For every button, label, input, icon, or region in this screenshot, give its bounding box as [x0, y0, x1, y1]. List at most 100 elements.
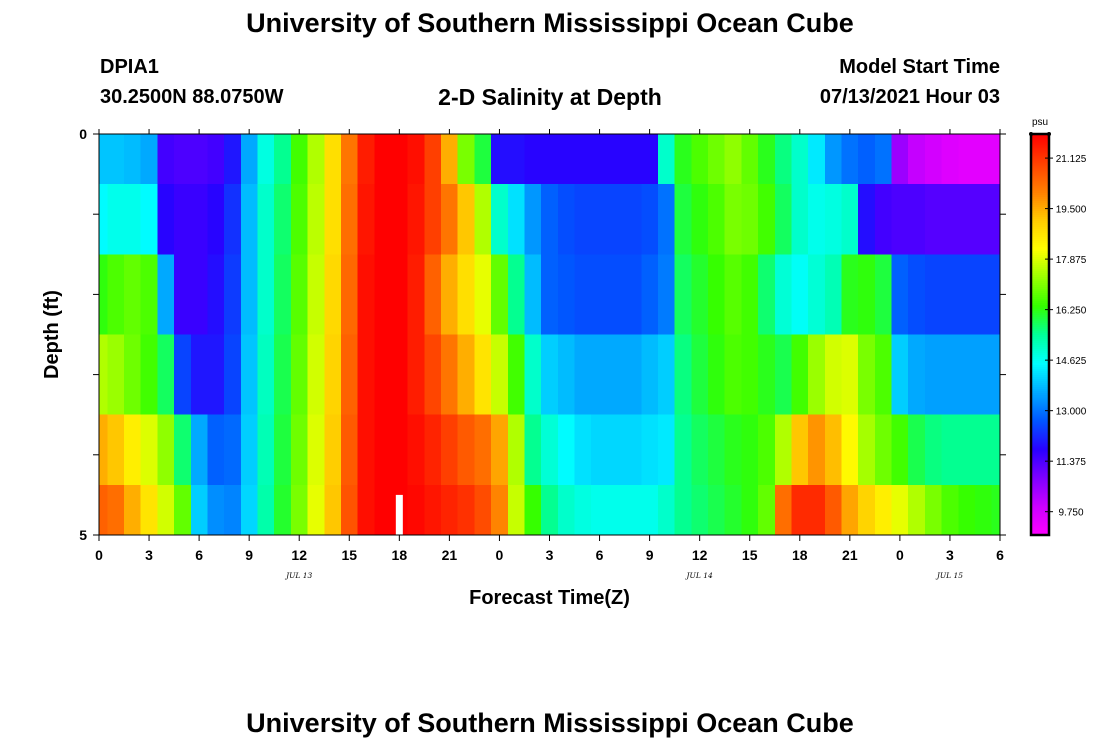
- heatmap-cell: [874, 184, 893, 255]
- heatmap-cell: [407, 484, 425, 536]
- heatmap-cell: [841, 414, 859, 486]
- chart-title: 2-D Salinity at Depth: [438, 84, 662, 110]
- colorbar-segment: [1031, 148, 1049, 151]
- heatmap-cell: [374, 484, 392, 536]
- heatmap-cell: [691, 134, 709, 185]
- heatmap-cell: [774, 484, 793, 536]
- colorbar-segment: [1031, 156, 1049, 159]
- heatmap-cell: [324, 184, 342, 255]
- heatmap-cell: [858, 254, 876, 336]
- heatmap-cell: [457, 414, 476, 486]
- colorbar-segment: [1031, 230, 1049, 233]
- heatmap-cell: [958, 134, 976, 185]
- colorbar-segment: [1031, 478, 1049, 482]
- colorbar-segment: [1031, 322, 1049, 326]
- heatmap-cell: [758, 334, 776, 416]
- heatmap-cell: [524, 484, 542, 536]
- heatmap-cell: [908, 414, 926, 486]
- colorbar-segment: [1031, 294, 1049, 297]
- heatmap-cell: [924, 254, 943, 336]
- heatmap-cell: [708, 254, 726, 336]
- colorbar-segment: [1031, 468, 1049, 472]
- heatmap-cell: [324, 484, 342, 536]
- heatmap-cell: [841, 254, 859, 336]
- colorbar-segment: [1031, 274, 1049, 277]
- colorbar-segment: [1031, 442, 1049, 446]
- heatmap-cell: [374, 414, 392, 486]
- colorbar-segment: [1031, 304, 1049, 308]
- heatmap-cell: [124, 484, 142, 536]
- colorbar-segment: [1031, 364, 1049, 368]
- colorbar-segment: [1031, 492, 1049, 496]
- colorbar-segment: [1031, 496, 1049, 500]
- heatmap-cell: [457, 334, 476, 416]
- heatmap-cell: [941, 184, 959, 255]
- heatmap-cell: [607, 134, 626, 185]
- colorbar-tick-label: 19.500: [1056, 205, 1087, 216]
- heatmap-cell: [357, 134, 375, 185]
- heatmap-cell: [140, 184, 158, 255]
- heatmap-cell: [824, 134, 843, 185]
- heatmap-cell: [307, 254, 325, 336]
- heatmap-cell: [99, 134, 108, 185]
- x-tick-label: 0: [95, 547, 103, 563]
- heatmap-cell: [224, 334, 242, 416]
- colorbar-segment: [1031, 166, 1049, 169]
- colorbar-segment: [1031, 388, 1049, 392]
- heatmap-cell: [390, 414, 409, 486]
- heatmap-cell: [657, 134, 676, 185]
- heatmap-cell: [190, 134, 209, 185]
- heatmap-cell: [841, 484, 859, 536]
- heatmap-cell: [357, 334, 375, 416]
- colorbar-segment: [1031, 378, 1049, 382]
- heatmap-cell: [891, 184, 909, 255]
- heatmap-cell: [624, 484, 642, 536]
- heatmap-cell: [991, 184, 1001, 255]
- heatmap-cell: [624, 414, 642, 486]
- heatmap-cell: [908, 334, 926, 416]
- heatmap-cell: [924, 334, 943, 416]
- heatmap-cell: [858, 134, 876, 185]
- heatmap-cell: [891, 254, 909, 336]
- colorbar-segment: [1031, 498, 1049, 502]
- colorbar-segment: [1031, 504, 1049, 508]
- colorbar-segment: [1031, 242, 1049, 245]
- heatmap-cell: [224, 484, 242, 536]
- colorbar-segment: [1031, 422, 1049, 426]
- heatmap-cell: [107, 334, 125, 416]
- heatmap-cell: [908, 484, 926, 536]
- colorbar-segment: [1031, 490, 1049, 494]
- heatmap-cell: [424, 484, 442, 536]
- x-tick-label: 6: [195, 547, 203, 563]
- heatmap-cell: [974, 414, 993, 486]
- colorbar-tick-label: 13.000: [1056, 407, 1087, 418]
- colorbar-segment: [1031, 266, 1049, 269]
- colorbar-segment: [1031, 406, 1049, 410]
- heatmap-cell: [624, 334, 642, 416]
- colorbar-segment: [1031, 196, 1049, 199]
- colorbar-segment: [1031, 494, 1049, 498]
- colorbar-segment: [1031, 160, 1049, 163]
- heatmap-cell: [808, 134, 826, 185]
- heatmap-cell: [157, 334, 175, 416]
- heatmap-cell: [708, 334, 726, 416]
- heatmap-cell: [891, 414, 909, 486]
- heatmap-cell: [891, 134, 909, 185]
- heatmap-cell: [507, 254, 526, 336]
- heatmap-cell: [457, 254, 476, 336]
- heatmap-cell: [741, 334, 759, 416]
- colorbar-segment: [1031, 420, 1049, 424]
- colorbar-segment: [1031, 426, 1049, 430]
- colorbar-segment: [1031, 436, 1049, 440]
- heatmap-cell: [557, 184, 576, 255]
- heatmap-cell: [99, 184, 108, 255]
- model-start-value: 07/13/2021 Hour 03: [819, 86, 1000, 108]
- heatmap-cell: [958, 484, 976, 536]
- heatmap-cell: [874, 334, 893, 416]
- heatmap-cell: [774, 334, 793, 416]
- colorbar-segment: [1031, 290, 1049, 293]
- colorbar-segment: [1031, 474, 1049, 478]
- colorbar-segment: [1031, 394, 1049, 398]
- heatmap-cell: [407, 184, 425, 255]
